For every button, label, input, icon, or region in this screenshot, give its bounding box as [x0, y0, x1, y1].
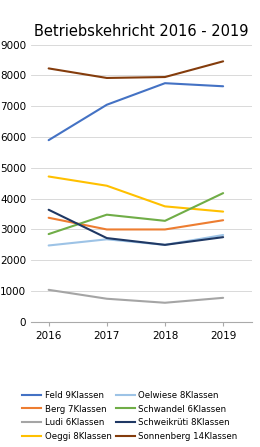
Title: Betriebskehricht 2016 - 2019: Betriebskehricht 2016 - 2019	[34, 25, 249, 39]
Legend: Feld 9Klassen, Berg 7Klassen, Ludi 6Klassen, Oeggi 8Klassen, Oelwiese 8Klassen, : Feld 9Klassen, Berg 7Klassen, Ludi 6Klas…	[21, 389, 239, 443]
